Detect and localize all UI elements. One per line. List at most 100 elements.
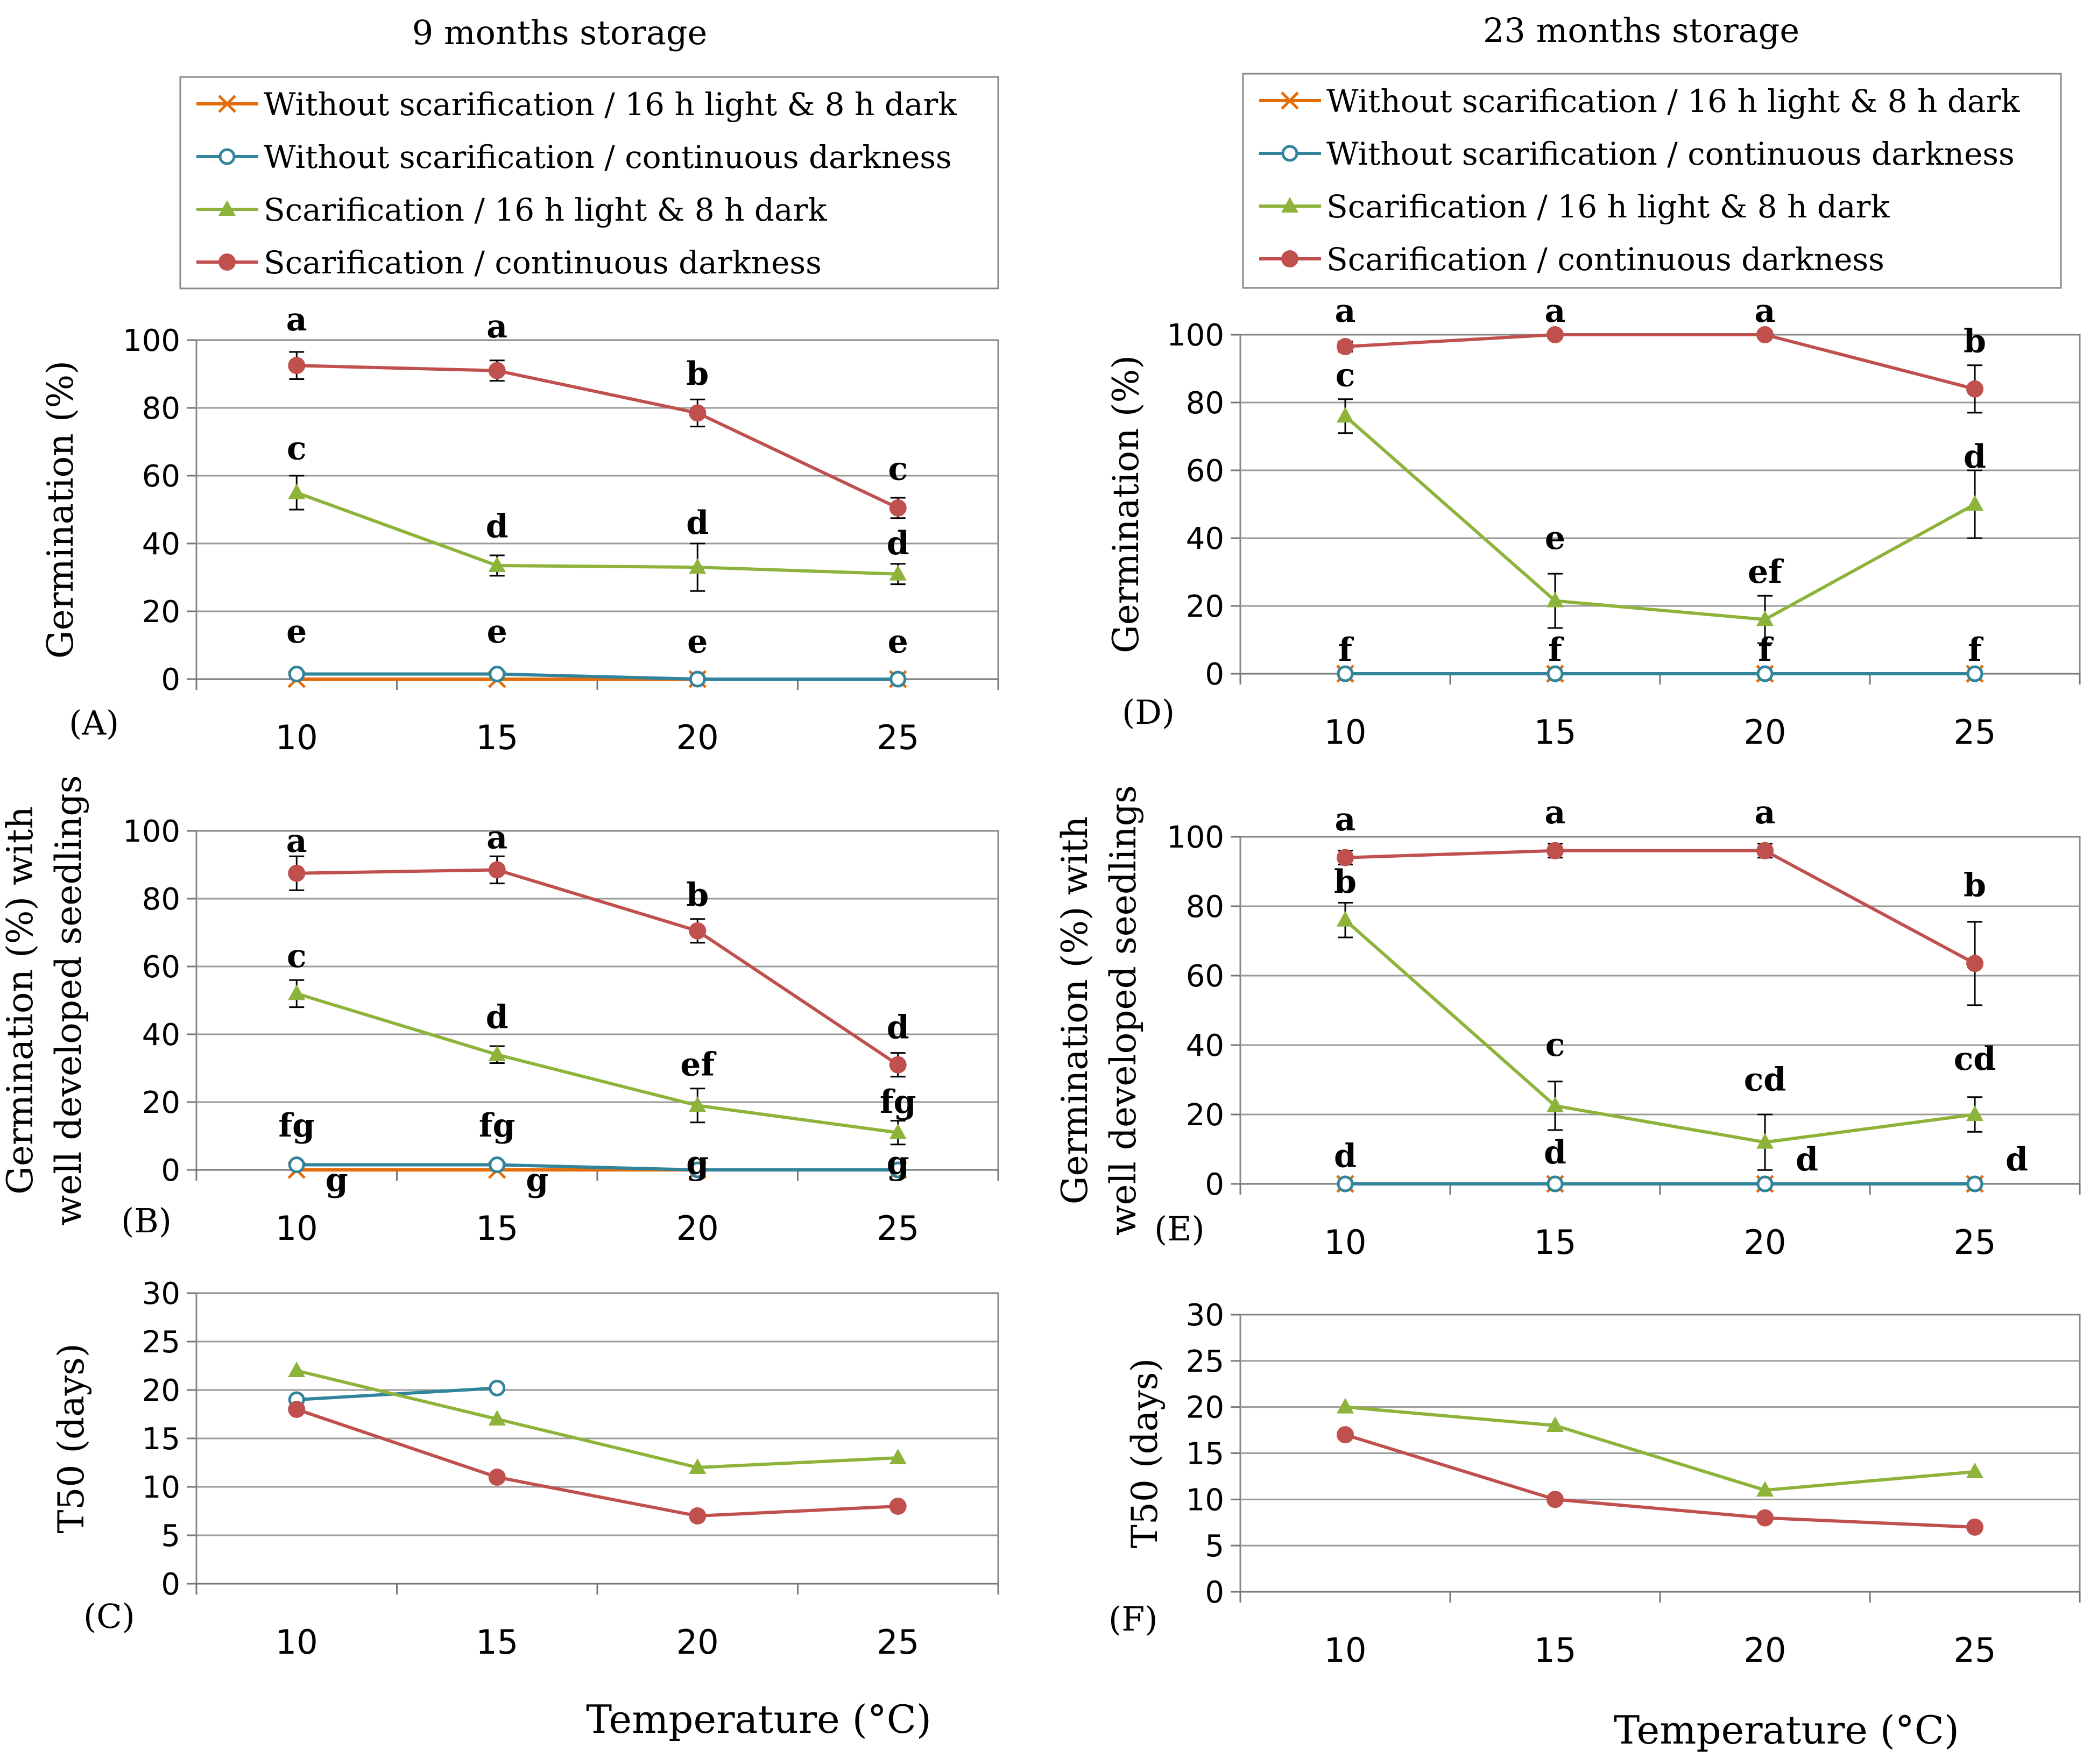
- data-point: [1756, 1133, 1774, 1149]
- y-tick-label: 100: [123, 814, 180, 849]
- y-tick-label: 25: [142, 1325, 180, 1360]
- data-point: [1337, 407, 1354, 423]
- y-tick-label: 0: [1205, 1575, 1224, 1610]
- significance-letter: b: [686, 355, 709, 393]
- data-point: [488, 861, 506, 879]
- x-tick-label: 15: [1534, 1631, 1577, 1670]
- significance-letter: e: [1545, 519, 1565, 557]
- left-column-title: 9 months storage: [412, 13, 708, 52]
- significance-letter: e: [687, 623, 708, 661]
- series-s_dark: [288, 1401, 907, 1525]
- significance-letter: d: [486, 999, 509, 1036]
- y-axis-label: T50 (days): [51, 1343, 92, 1533]
- legend-marker-icon: [218, 95, 236, 113]
- data-point: [1966, 380, 1983, 398]
- legend-label: Without scarification / 16 h light & 8 h…: [1326, 83, 2020, 119]
- data-point: [488, 1410, 506, 1426]
- significance-letter: d: [1796, 1141, 1818, 1179]
- data-point: [488, 1469, 506, 1486]
- data-point: [489, 666, 506, 683]
- x-tick-label: 15: [1534, 1223, 1577, 1262]
- significance-letter: e: [286, 613, 307, 651]
- y-tick-label: 15: [142, 1422, 180, 1457]
- significance-letter: a: [486, 819, 507, 857]
- significance-letter: f: [1968, 631, 1984, 669]
- significance-letter: e: [888, 623, 908, 661]
- data-point: [1966, 1462, 1983, 1478]
- data-point: [288, 357, 306, 375]
- x-tick-label: 15: [1534, 712, 1577, 752]
- y-tick-label: 40: [142, 527, 180, 562]
- data-point: [1337, 849, 1354, 866]
- y-tick-label: 0: [161, 1567, 180, 1602]
- x-tick-label: 10: [276, 1209, 318, 1248]
- legend-left: Without scarification / 16 h light & 8 h…: [179, 76, 999, 290]
- y-tick-label: 60: [142, 950, 180, 985]
- x-tick-label: 20: [676, 1622, 719, 1662]
- y-tick-label: 80: [1186, 386, 1224, 421]
- significance-letter: a: [1755, 794, 1776, 831]
- y-tick-label: 20: [142, 1085, 180, 1120]
- significance-letter: b: [1334, 863, 1357, 901]
- series-s_dark: [1337, 1426, 1983, 1536]
- data-point: [1547, 1175, 1564, 1193]
- y-tick-label: 60: [142, 459, 180, 494]
- series-line: [1345, 1433, 1975, 1529]
- data-point: [689, 558, 707, 574]
- y-tick-label: 5: [1205, 1529, 1224, 1564]
- x-tick-label: 25: [877, 1209, 919, 1248]
- x-tick-label: 10: [1324, 1631, 1367, 1670]
- x-tick-label: 20: [1744, 712, 1787, 752]
- y-tick-label: 40: [1186, 1028, 1224, 1063]
- significance-letter: fg: [880, 1083, 916, 1121]
- y-axis-label: Germination (%) with: [1054, 816, 1096, 1205]
- series-line: [296, 1408, 898, 1518]
- legend-label: Scarification / continuous darkness: [1326, 241, 1884, 278]
- significance-letter: cd: [1954, 1040, 1996, 1078]
- x-tick-label: 25: [877, 1622, 919, 1662]
- legend-label: Without scarification / 16 h light & 8 h…: [264, 86, 957, 123]
- significance-letter: g: [326, 1161, 348, 1199]
- data-point: [689, 922, 707, 940]
- y-axis-label: T50 (days): [1124, 1358, 1166, 1548]
- legend-item-ws_light: Without scarification / 16 h light & 8 h…: [196, 86, 957, 123]
- series-ws_dark: [288, 1156, 907, 1179]
- series-ws_dark: [288, 666, 907, 688]
- data-point: [288, 483, 306, 499]
- y-tick-label: 80: [1186, 890, 1224, 925]
- y-tick-label: 100: [123, 323, 180, 358]
- y-tick-label: 20: [1186, 1391, 1224, 1426]
- series-s_light: [288, 475, 907, 592]
- plot-area: [195, 339, 999, 680]
- data-point: [489, 1379, 506, 1396]
- y-tick-label: 5: [161, 1519, 180, 1554]
- series-s_light: [1337, 1398, 1983, 1497]
- chart-panel-a: 0 20 40 60 80 100 10 15 20 25 Germination (%) a a b c c…: [40, 301, 999, 757]
- series-line: [1344, 919, 1975, 1144]
- data-point: [1547, 591, 1564, 608]
- significance-letter: d: [2006, 1141, 2028, 1179]
- data-point: [889, 499, 907, 517]
- legend-marker-icon: [1281, 145, 1298, 162]
- series-line: [296, 1369, 898, 1470]
- legend-marker-icon: [218, 148, 236, 165]
- data-point: [288, 1401, 306, 1418]
- significance-letter: c: [1545, 1026, 1565, 1064]
- x-tick-label: 10: [276, 718, 318, 757]
- data-point: [288, 984, 306, 1000]
- panel-label: (E): [1154, 1209, 1205, 1248]
- right-x-axis-title: Temperature (°C): [1614, 1707, 1959, 1753]
- legend-item-s_light: Scarification / 16 h light & 8 h dark: [1259, 188, 1890, 225]
- chart-panel-b: 0 20 40 60 80 100 10 15 20 25 Germination (%) with…: [0, 775, 999, 1248]
- y-tick-label: 80: [142, 882, 180, 917]
- data-point: [1547, 1416, 1564, 1432]
- significance-letter: c: [1336, 357, 1355, 394]
- significance-letter: d: [887, 1008, 909, 1046]
- series-s_light: [288, 979, 907, 1146]
- y-tick-label: 100: [1167, 820, 1224, 855]
- chart-panel-c: 0 5 10 15 20 25 30 10 15 20 25 T50 (days) (C): [51, 1276, 999, 1662]
- significance-letter: a: [286, 822, 307, 860]
- data-point: [1756, 1481, 1774, 1497]
- panel-label: (B): [121, 1201, 172, 1240]
- legend-item-ws_light: Without scarification / 16 h light & 8 h…: [1259, 83, 2020, 119]
